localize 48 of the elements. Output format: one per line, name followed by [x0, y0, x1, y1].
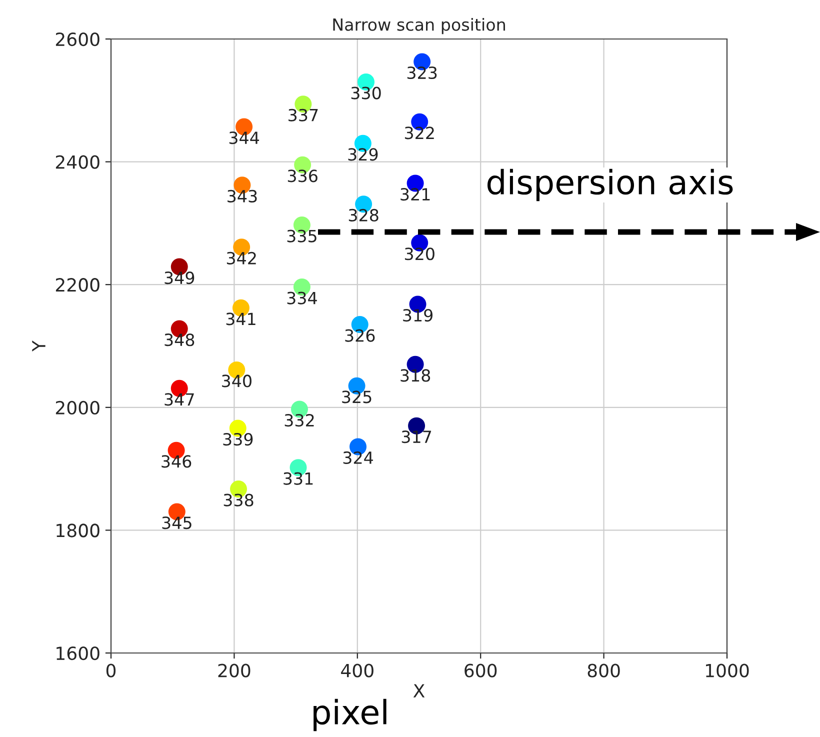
- y-tick-label: 2600: [56, 32, 100, 46]
- annotation: 321: [400, 188, 430, 201]
- x-tick-label: 800: [588, 664, 620, 678]
- annotation: 336: [288, 170, 318, 182]
- annotation: 334: [287, 292, 317, 304]
- annotation: 343: [228, 190, 257, 202]
- chart-title: Narrow scan position: [333, 18, 505, 34]
- y-axis-title: Y: [32, 340, 46, 352]
- x-axis-title: X: [413, 684, 425, 698]
- annotation: 328: [348, 208, 378, 222]
- annotation: 317: [402, 430, 432, 444]
- annotation: 344: [229, 132, 260, 144]
- annotation: 341: [226, 312, 256, 326]
- annotation: 337: [288, 108, 318, 122]
- annotation: 349: [164, 272, 194, 284]
- annotation: 345: [162, 516, 192, 530]
- annotation: 325: [342, 390, 372, 404]
- annotation: dispersion axis: [487, 168, 733, 202]
- annotation: 319: [403, 308, 432, 322]
- annotation: 346: [162, 455, 192, 468]
- y-tick-label: 2000: [56, 400, 100, 415]
- annotation: 340: [222, 374, 252, 388]
- x-tick-label: 200: [218, 664, 250, 678]
- x-tick-label: 0: [106, 664, 116, 678]
- annotation: 338: [224, 494, 254, 506]
- annotation: 332: [284, 414, 314, 427]
- annotation: 320: [404, 248, 434, 260]
- annotation: 348: [164, 334, 194, 346]
- x-tick-label: 1000: [706, 664, 749, 678]
- annotation: 342: [226, 252, 256, 264]
- annotation: 329: [348, 148, 378, 161]
- y-tick-label: 2200: [56, 278, 100, 292]
- annotation: 323: [407, 66, 437, 80]
- annotation: 339: [223, 433, 253, 446]
- y-tick-label: 2400: [56, 155, 100, 169]
- x-tick-label: 400: [341, 664, 374, 678]
- x-tick-label: 600: [464, 664, 497, 678]
- y-tick-label: 1800: [56, 524, 100, 538]
- annotation: 330: [351, 86, 381, 100]
- annotation: 318: [400, 369, 430, 382]
- annotation: 324: [343, 451, 373, 464]
- annotation: 335: [287, 230, 316, 242]
- y-tick-label: 1600: [56, 646, 100, 660]
- annotation: 322: [404, 126, 434, 140]
- annotation: 331: [284, 472, 313, 485]
- annotation: 347: [164, 393, 194, 406]
- annotation: 326: [345, 329, 375, 342]
- text: pixel: [314, 698, 386, 732]
